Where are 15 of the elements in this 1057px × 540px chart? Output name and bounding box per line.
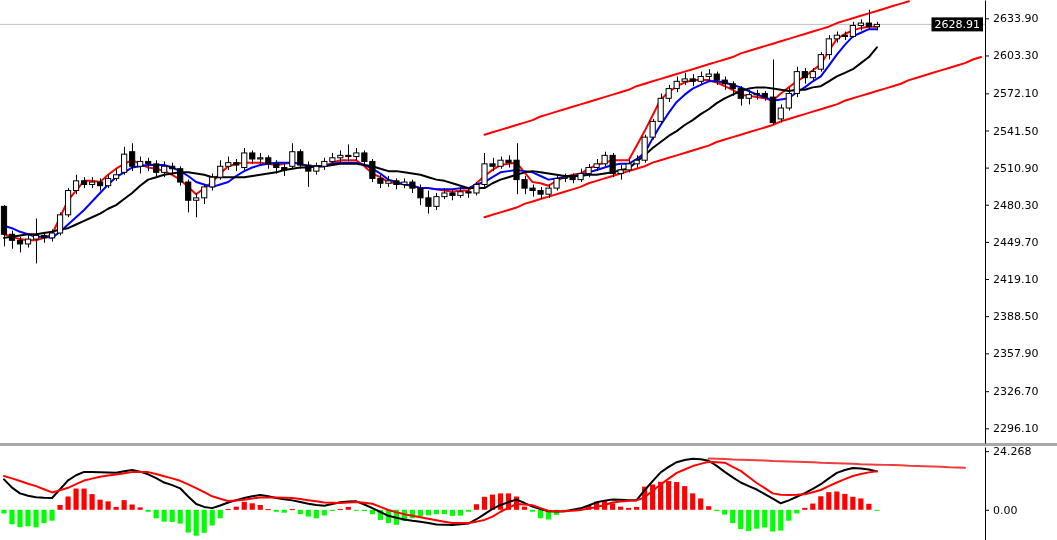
y-tick-label: 2326.70 bbox=[993, 385, 1039, 399]
y-tick-label: 2603.30 bbox=[993, 49, 1039, 63]
y-tick-label: 2388.50 bbox=[993, 310, 1039, 324]
y-tick-label: 2419.10 bbox=[993, 273, 1039, 287]
y-tick-label: 2633.90 bbox=[993, 12, 1039, 26]
y-tick-label: 2510.90 bbox=[993, 161, 1039, 175]
y-tick-label: 2541.50 bbox=[993, 124, 1039, 138]
ref-line-label: 2628.91 bbox=[934, 18, 980, 32]
y-tick-label: 0.00 bbox=[993, 503, 1018, 517]
y-tick-label: 2357.90 bbox=[993, 347, 1039, 361]
y-tick-label: 2296.10 bbox=[993, 422, 1039, 436]
y-tick-label: 2449.70 bbox=[993, 235, 1039, 249]
y-tick-label: 24.268 bbox=[993, 445, 1032, 459]
y-tick-label: 2572.10 bbox=[993, 87, 1039, 101]
y-tick-label: 2480.30 bbox=[993, 198, 1039, 212]
